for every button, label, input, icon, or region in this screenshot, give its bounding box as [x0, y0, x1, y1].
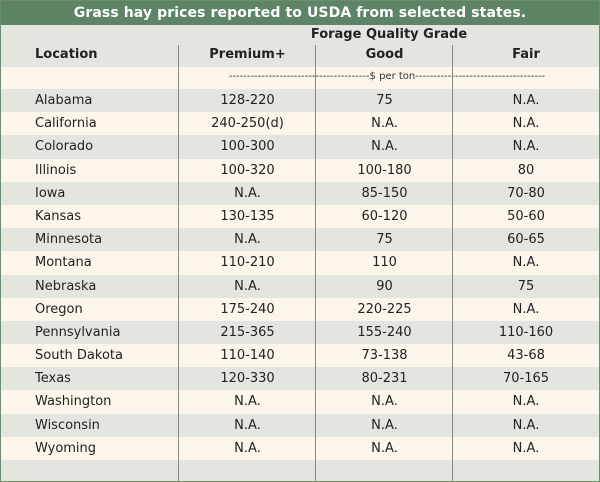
- location-cell: Washington: [35, 394, 112, 410]
- good-cell: N.A.: [371, 440, 398, 456]
- table-row: South Dakota 110-140 73-138 43-68: [1, 344, 599, 368]
- fair-cell: 80: [517, 162, 535, 178]
- location-cell: Pennsylvania: [35, 324, 121, 340]
- premium-cell: 215-365: [220, 324, 275, 340]
- premium-cell: 128-220: [220, 93, 275, 108]
- premium-cell: N.A.: [234, 440, 261, 456]
- good-cell: 220-225: [357, 301, 412, 317]
- table-row: Nebraska N.A. 90 75: [1, 274, 599, 298]
- location-cell: Minnesota: [35, 232, 103, 248]
- premium-cell: 120-330: [220, 371, 275, 387]
- fair-cell: N.A.: [512, 255, 540, 271]
- table-row: Oregon 175-240 220-225 N.A.: [1, 297, 599, 321]
- premium-cell: N.A.: [234, 278, 261, 294]
- fair-cell: N.A.: [512, 440, 540, 456]
- fair-cell: 43-68: [507, 348, 545, 364]
- table-header: Forage Quality Grade Location Premium+ G…: [1, 25, 599, 67]
- good-cell: N.A.: [371, 116, 398, 132]
- table-row: Wyoming N.A. N.A. N.A.: [1, 436, 599, 460]
- table-row: Iowa N.A. 85-150 70-80: [1, 181, 599, 205]
- good-cell: N.A.: [371, 417, 398, 433]
- good-cell: 80-231: [361, 371, 408, 387]
- table-row: Texas 120-330 80-231 70-165: [1, 367, 599, 391]
- location-cell: Iowa: [35, 185, 66, 201]
- table-title: Grass hay prices reported to USDA from s…: [1, 1, 599, 25]
- fair-cell: N.A.: [512, 116, 540, 132]
- premium-cell: 110-210: [220, 255, 275, 271]
- fair-header: Fair: [512, 47, 540, 62]
- table-row: Pennsylvania 215-365 155-240 110-160: [1, 320, 599, 345]
- premium-cell: 100-300: [220, 139, 275, 155]
- table-row: Alabama 128-220 75 N.A.: [1, 89, 599, 113]
- table-row: Wisconsin N.A. N.A. N.A.: [1, 413, 599, 437]
- fair-cell: N.A.: [512, 93, 540, 108]
- premium-cell: N.A.: [234, 185, 261, 201]
- table-row: Kansas 130-135 60-120 50-60: [1, 204, 599, 229]
- table-footer-row: [1, 460, 599, 481]
- premium-cell: N.A.: [234, 232, 261, 248]
- premium-cell: N.A.: [234, 394, 261, 410]
- fair-cell: 60-65: [507, 232, 545, 248]
- fair-cell: 70-165: [502, 371, 550, 387]
- location-cell: Kansas: [35, 208, 82, 224]
- good-cell: N.A.: [371, 394, 398, 410]
- premium-header: Premium+: [209, 47, 286, 62]
- table-row: California 240-250(d) N.A. N.A.: [1, 112, 599, 136]
- table-row: Montana 110-210 110 N.A.: [1, 251, 599, 275]
- fair-cell: 110-160: [498, 324, 554, 340]
- fair-cell: N.A.: [512, 417, 540, 433]
- good-cell: 100-180: [357, 162, 412, 178]
- location-cell: Colorado: [35, 139, 94, 155]
- fair-cell: 50-60: [507, 208, 545, 224]
- good-cell: 75: [376, 232, 393, 248]
- table-row: Minnesota N.A. 75 60-65: [1, 228, 599, 252]
- premium-cell: 100-320: [220, 162, 275, 178]
- premium-cell: 130-135: [220, 208, 275, 224]
- good-header: Good: [365, 47, 404, 62]
- fair-cell: N.A.: [512, 394, 540, 410]
- good-cell: 90: [376, 278, 393, 294]
- location-cell: South Dakota: [35, 348, 123, 364]
- good-cell: 60-120: [361, 208, 408, 224]
- unit-label: ---------------------------------------$…: [228, 71, 546, 82]
- premium-cell: 175-240: [220, 301, 275, 317]
- premium-cell: 240-250(d): [211, 116, 284, 132]
- location-cell: Wyoming: [35, 440, 97, 456]
- location-cell: Wisconsin: [35, 417, 100, 433]
- table-row: Illinois 100-320 100-180 80: [1, 158, 599, 182]
- location-cell: Montana: [35, 255, 92, 271]
- column-divider: [315, 45, 316, 481]
- table-body: Alabama 128-220 75 N.A. California 240-250(d)…: [1, 89, 599, 460]
- location-cell: Illinois: [35, 162, 77, 178]
- location-cell: Texas: [35, 371, 71, 387]
- premium-cell: N.A.: [234, 417, 261, 433]
- good-cell: 75: [376, 93, 393, 108]
- location-cell: Oregon: [35, 301, 83, 317]
- fair-cell: 75: [517, 278, 535, 294]
- grade-group-header: Forage Quality Grade: [310, 27, 468, 42]
- location-cell: California: [35, 116, 97, 132]
- column-divider: [178, 45, 179, 481]
- fair-cell: N.A.: [512, 301, 540, 317]
- good-cell: 110: [372, 255, 397, 271]
- good-cell: 73-138: [361, 348, 408, 364]
- good-cell: 85-150: [361, 185, 408, 201]
- fair-cell: 70-80: [507, 185, 545, 201]
- unit-row: ---------------------------------------$…: [1, 67, 599, 89]
- location-cell: Nebraska: [35, 278, 97, 294]
- good-cell: 155-240: [357, 324, 412, 340]
- table-row: Colorado 100-300 N.A. N.A.: [1, 135, 599, 159]
- table-row: Washington N.A. N.A. N.A.: [1, 390, 599, 414]
- premium-cell: 110-140: [220, 348, 275, 364]
- location-header: Location: [35, 47, 98, 62]
- location-cell: Alabama: [35, 93, 93, 108]
- good-cell: N.A.: [371, 139, 398, 155]
- column-divider: [452, 45, 453, 481]
- fair-cell: N.A.: [512, 139, 540, 155]
